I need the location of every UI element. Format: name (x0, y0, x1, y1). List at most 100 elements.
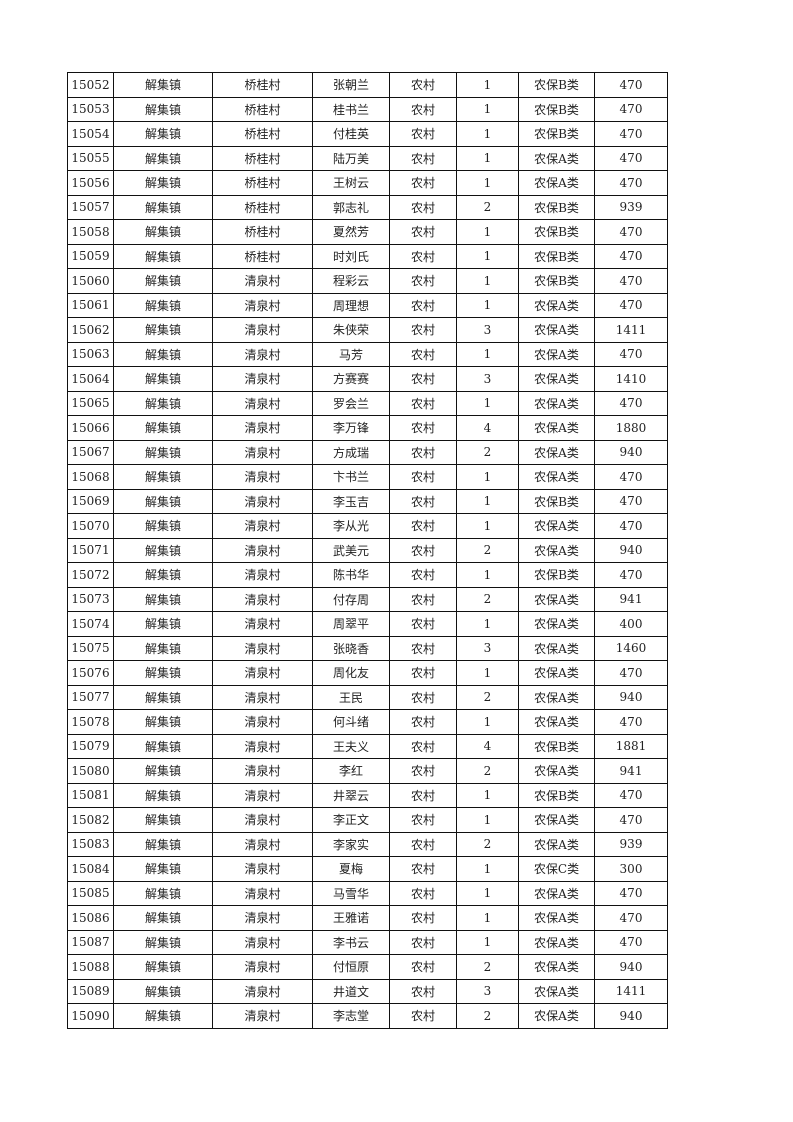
village-cell: 清泉村 (212, 292, 313, 318)
row-id-cell: 15056 (67, 170, 114, 196)
area-type-cell: 农村 (389, 72, 457, 98)
town-cell: 解集镇 (113, 194, 213, 220)
name-cell: 陈书华 (312, 562, 390, 588)
row-id-cell: 15055 (67, 145, 114, 171)
town-cell: 解集镇 (113, 219, 213, 245)
name-cell: 付存周 (312, 586, 390, 612)
name-cell: 王雅诺 (312, 905, 390, 931)
insurance-class-cell: 农保A类 (518, 880, 595, 906)
row-id-cell: 15062 (67, 317, 114, 343)
name-cell: 陆万美 (312, 145, 390, 171)
amount-cell: 941 (594, 758, 668, 784)
town-cell: 解集镇 (113, 856, 213, 882)
village-cell: 桥桂村 (212, 170, 313, 196)
row-id-cell: 15082 (67, 807, 114, 833)
insurance-class-cell: 农保B类 (518, 268, 595, 294)
amount-cell: 470 (594, 880, 668, 906)
table-row: 15082 解集镇 清泉村 李正文 农村 1 农保A类 470 (67, 807, 668, 833)
table-row: 15060 解集镇 清泉村 程彩云 农村 1 农保B类 470 (67, 268, 668, 294)
household-count-cell: 2 (456, 439, 519, 465)
area-type-cell: 农村 (389, 145, 457, 171)
row-id-cell: 15065 (67, 390, 114, 416)
town-cell: 解集镇 (113, 415, 213, 441)
amount-cell: 470 (594, 96, 668, 122)
row-id-cell: 15060 (67, 268, 114, 294)
table-row: 15054 解集镇 桥桂村 付桂英 农村 1 农保B类 470 (67, 121, 668, 147)
household-count-cell: 1 (456, 96, 519, 122)
town-cell: 解集镇 (113, 929, 213, 955)
insurance-class-cell: 农保A类 (518, 1003, 595, 1029)
name-cell: 周理想 (312, 292, 390, 318)
area-type-cell: 农村 (389, 243, 457, 269)
household-count-cell: 2 (456, 954, 519, 980)
area-type-cell: 农村 (389, 121, 457, 147)
table-row: 15065 解集镇 清泉村 罗会兰 农村 1 农保A类 470 (67, 390, 668, 416)
town-cell: 解集镇 (113, 243, 213, 269)
village-cell: 清泉村 (212, 513, 313, 539)
amount-cell: 470 (594, 72, 668, 98)
household-count-cell: 2 (456, 194, 519, 220)
amount-cell: 470 (594, 390, 668, 416)
household-count-cell: 1 (456, 219, 519, 245)
amount-cell: 470 (594, 268, 668, 294)
area-type-cell: 农村 (389, 733, 457, 759)
town-cell: 解集镇 (113, 341, 213, 367)
amount-cell: 470 (594, 219, 668, 245)
name-cell: 马芳 (312, 341, 390, 367)
table-row: 15078 解集镇 清泉村 何斗绪 农村 1 农保A类 470 (67, 709, 668, 735)
table-row: 15083 解集镇 清泉村 李家实 农村 2 农保A类 939 (67, 831, 668, 857)
table-row: 15053 解集镇 桥桂村 桂书兰 农村 1 农保B类 470 (67, 96, 668, 122)
village-cell: 清泉村 (212, 488, 313, 514)
town-cell: 解集镇 (113, 268, 213, 294)
insurance-class-cell: 农保A类 (518, 929, 595, 955)
amount-cell: 470 (594, 170, 668, 196)
row-id-cell: 15080 (67, 758, 114, 784)
household-count-cell: 1 (456, 145, 519, 171)
village-cell: 桥桂村 (212, 72, 313, 98)
household-count-cell: 1 (456, 341, 519, 367)
area-type-cell: 农村 (389, 831, 457, 857)
name-cell: 张晓香 (312, 635, 390, 661)
row-id-cell: 15077 (67, 684, 114, 710)
area-type-cell: 农村 (389, 268, 457, 294)
row-id-cell: 15071 (67, 537, 114, 563)
town-cell: 解集镇 (113, 317, 213, 343)
name-cell: 李家实 (312, 831, 390, 857)
area-type-cell: 农村 (389, 341, 457, 367)
row-id-cell: 15083 (67, 831, 114, 857)
village-cell: 清泉村 (212, 611, 313, 637)
row-id-cell: 15061 (67, 292, 114, 318)
name-cell: 李万锋 (312, 415, 390, 441)
insurance-class-cell: 农保B类 (518, 96, 595, 122)
insurance-class-cell: 农保B类 (518, 219, 595, 245)
town-cell: 解集镇 (113, 880, 213, 906)
village-cell: 清泉村 (212, 954, 313, 980)
village-cell: 清泉村 (212, 905, 313, 931)
area-type-cell: 农村 (389, 170, 457, 196)
household-count-cell: 1 (456, 807, 519, 833)
name-cell: 付恒原 (312, 954, 390, 980)
household-count-cell: 1 (456, 268, 519, 294)
village-cell: 清泉村 (212, 807, 313, 833)
household-count-cell: 1 (456, 488, 519, 514)
amount-cell: 470 (594, 488, 668, 514)
town-cell: 解集镇 (113, 807, 213, 833)
household-count-cell: 1 (456, 390, 519, 416)
insurance-class-cell: 农保B类 (518, 243, 595, 269)
table-row: 15072 解集镇 清泉村 陈书华 农村 1 农保B类 470 (67, 562, 668, 588)
area-type-cell: 农村 (389, 880, 457, 906)
insurance-class-cell: 农保C类 (518, 856, 595, 882)
name-cell: 张朝兰 (312, 72, 390, 98)
insurance-class-cell: 农保A类 (518, 709, 595, 735)
table-row: 15058 解集镇 桥桂村 夏然芳 农村 1 农保B类 470 (67, 219, 668, 245)
row-id-cell: 15079 (67, 733, 114, 759)
town-cell: 解集镇 (113, 366, 213, 392)
village-cell: 清泉村 (212, 562, 313, 588)
table-row: 15069 解集镇 清泉村 李玉吉 农村 1 农保B类 470 (67, 488, 668, 514)
insurance-class-cell: 农保A类 (518, 831, 595, 857)
table-row: 15086 解集镇 清泉村 王雅诺 农村 1 农保A类 470 (67, 905, 668, 931)
area-type-cell: 农村 (389, 929, 457, 955)
town-cell: 解集镇 (113, 121, 213, 147)
household-count-cell: 3 (456, 317, 519, 343)
row-id-cell: 15076 (67, 660, 114, 686)
